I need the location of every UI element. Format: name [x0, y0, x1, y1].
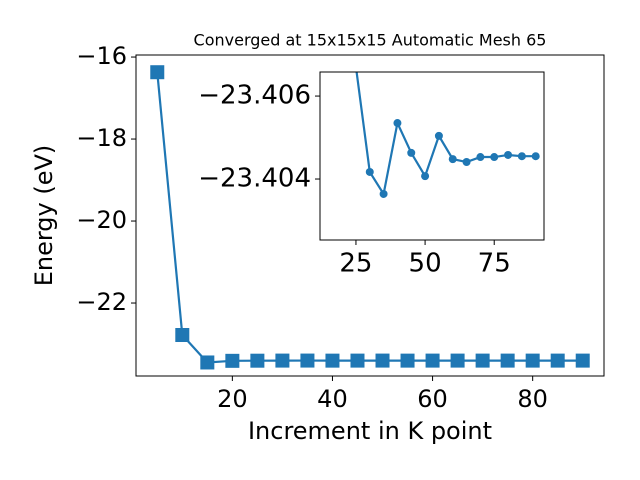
marker	[250, 353, 265, 368]
x-tick-label: 40	[317, 385, 348, 413]
axes-frame	[135, 54, 605, 377]
axes-frame	[319, 71, 545, 241]
marker	[500, 353, 515, 368]
marker	[475, 353, 490, 368]
marker	[379, 189, 388, 198]
marker	[425, 353, 440, 368]
marker	[375, 353, 390, 368]
marker	[200, 355, 215, 370]
marker	[225, 353, 240, 368]
marker	[365, 167, 374, 176]
x-tick-label: 25	[339, 249, 372, 279]
y-tick-label: −22	[76, 288, 127, 316]
x-tick-label: 60	[417, 385, 448, 413]
marker	[448, 155, 457, 164]
marker	[550, 353, 565, 368]
x-tick-label: 75	[478, 249, 511, 279]
plot-content	[355, 72, 540, 198]
chart-title: Converged at 15x15x15 Automatic Mesh 65	[194, 31, 547, 50]
marker	[350, 353, 365, 368]
marker	[407, 148, 416, 157]
marker	[490, 153, 499, 162]
marker	[325, 353, 340, 368]
marker	[150, 65, 165, 80]
marker	[450, 353, 465, 368]
marker	[575, 353, 590, 368]
x-tick-label: 80	[517, 385, 548, 413]
marker	[517, 152, 526, 161]
x-axis-label: Increment in K point	[248, 417, 492, 445]
y-axis-label: Energy (eV)	[30, 145, 58, 287]
y-tick-label: −20	[76, 206, 127, 234]
y-tick-label: −16	[76, 42, 127, 70]
marker	[525, 353, 540, 368]
marker	[462, 158, 471, 167]
y-tick-label: −23.406	[198, 81, 311, 111]
marker	[400, 353, 415, 368]
y-tick-label: −18	[76, 124, 127, 152]
marker	[504, 150, 513, 159]
marker	[476, 153, 485, 162]
marker	[175, 328, 190, 343]
marker	[393, 119, 402, 128]
y-tick-label: −23.404	[198, 164, 311, 194]
x-tick-label: 20	[217, 385, 248, 413]
marker	[421, 172, 430, 181]
marker	[531, 152, 540, 161]
plot-content	[150, 65, 590, 370]
marker	[300, 353, 315, 368]
marker	[275, 353, 290, 368]
marker	[434, 131, 443, 140]
x-tick-label: 50	[409, 249, 442, 279]
